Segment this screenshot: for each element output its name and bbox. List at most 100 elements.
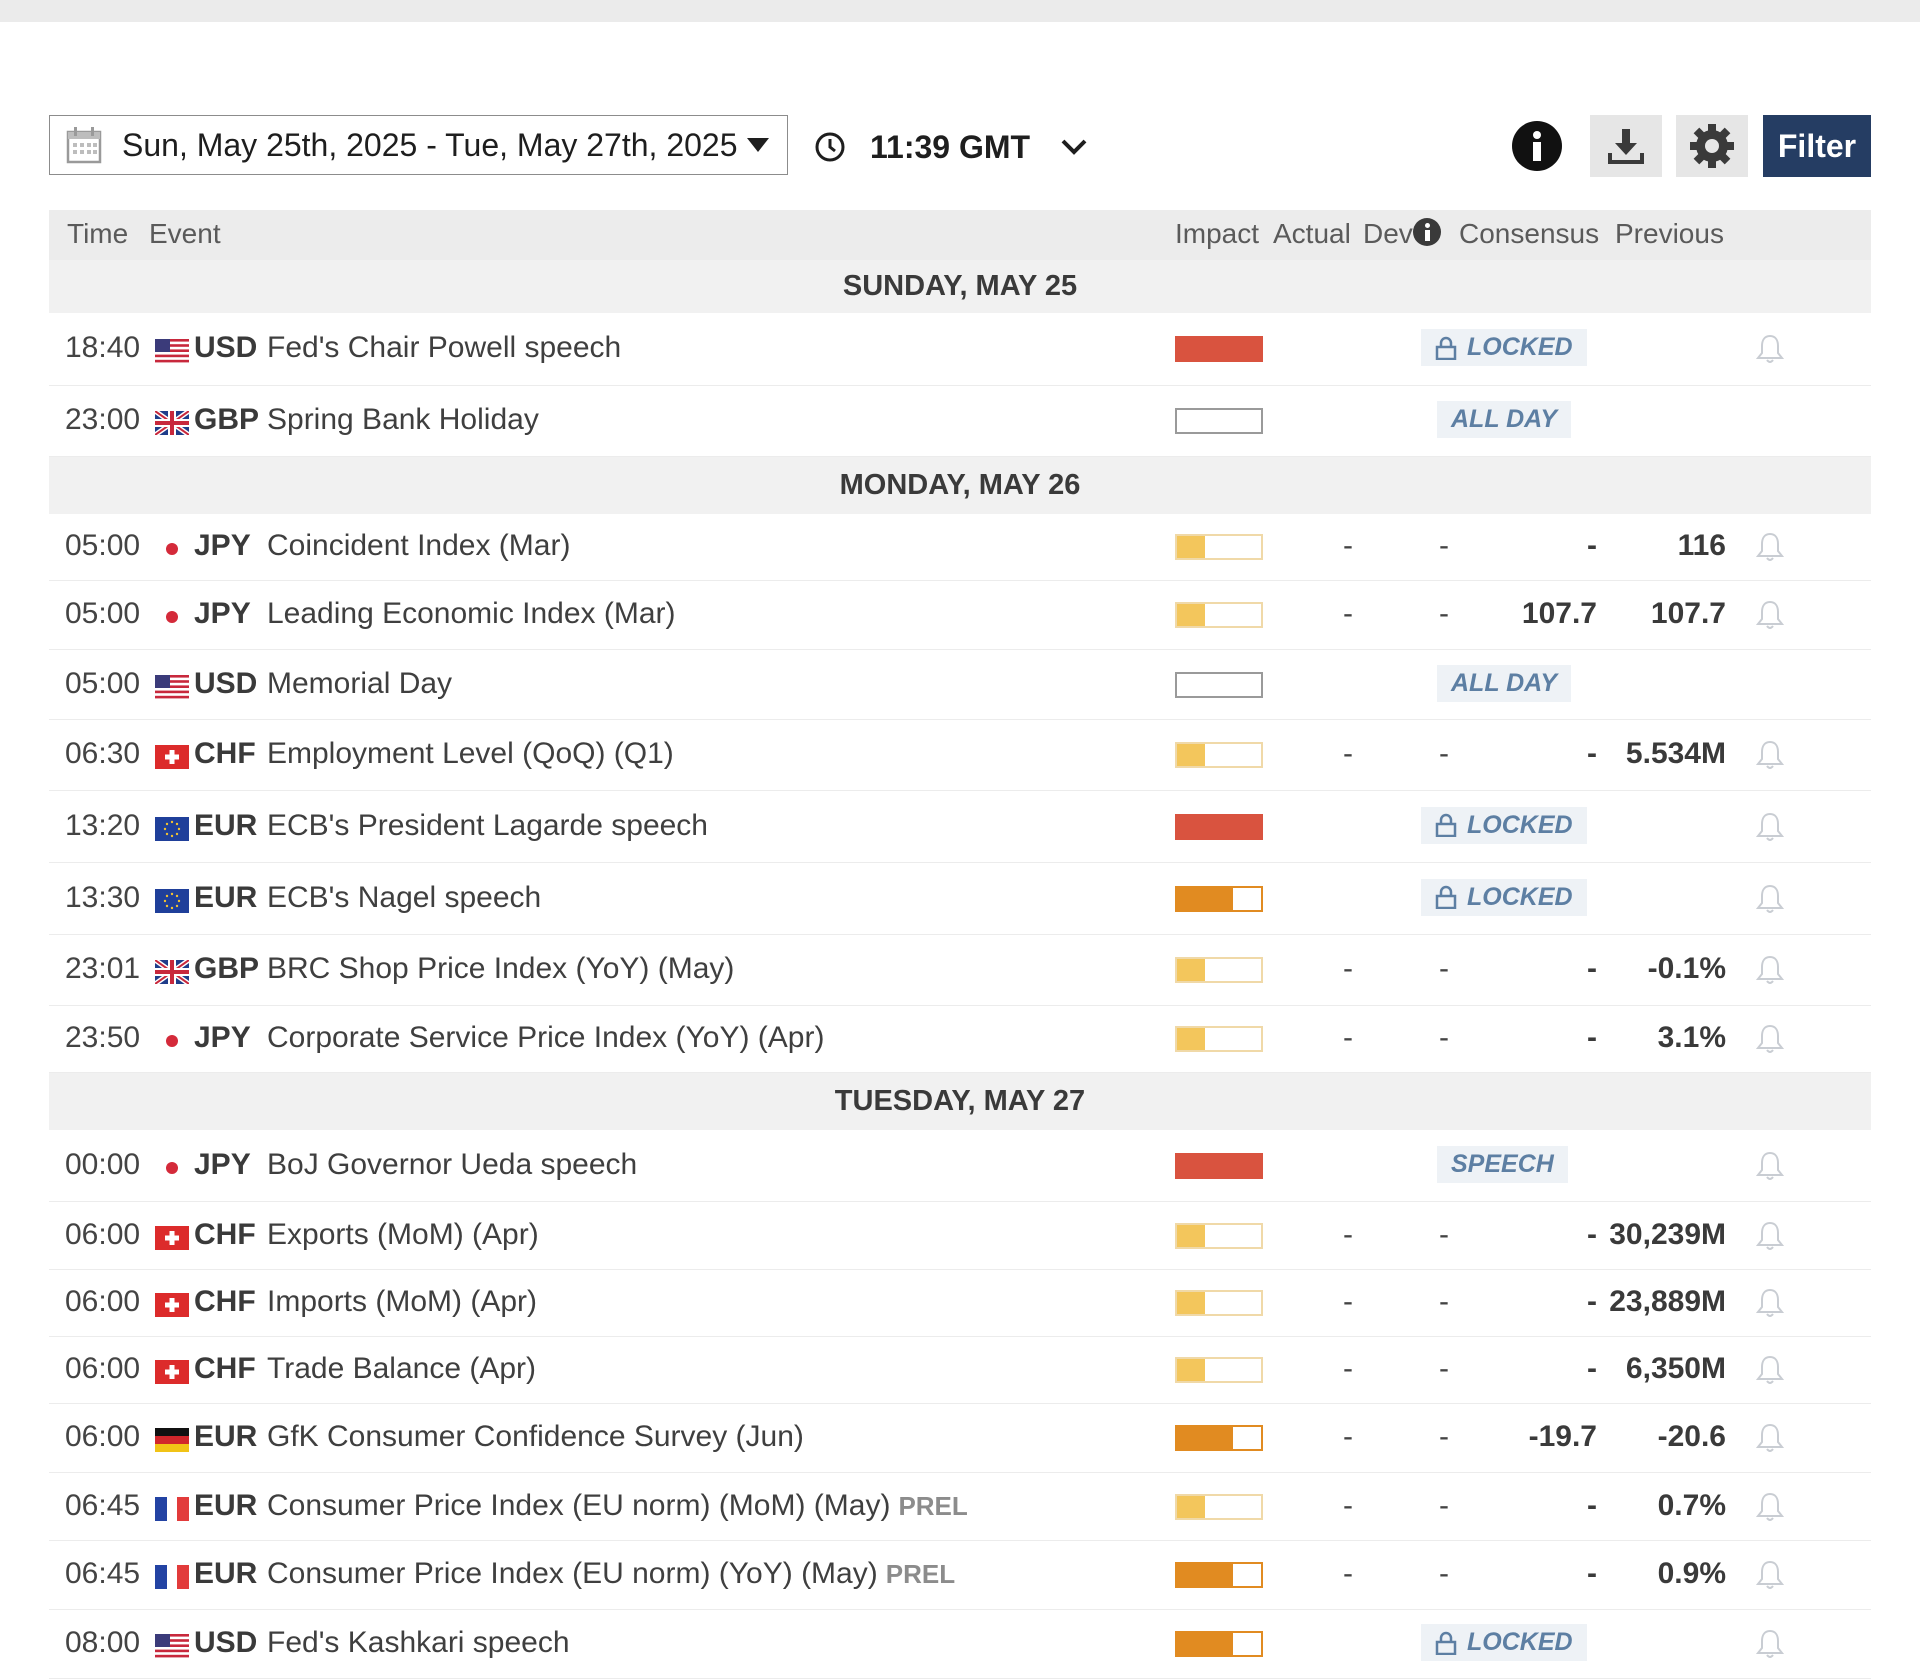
impact-indicator-low <box>1175 602 1263 628</box>
event-name[interactable]: ECB's Nagel speech <box>267 881 541 915</box>
table-row[interactable]: 23:00 GBP Spring Bank Holiday ALL DAY <box>49 386 1871 457</box>
table-row[interactable]: 06:45 EUR Consumer Price Index (EU norm) (… <box>49 1541 1871 1610</box>
dev-value: - <box>1439 1488 1449 1522</box>
bell-icon[interactable] <box>1755 811 1785 843</box>
event-time: 23:50 <box>65 1021 141 1054</box>
dev-value: - <box>1439 1352 1449 1385</box>
dev-value: - <box>1439 1420 1449 1453</box>
bell-icon[interactable] <box>1755 599 1785 631</box>
download-button[interactable] <box>1590 115 1662 177</box>
table-row[interactable]: 06:00 CHF Exports (MoM) (Apr) - - -30,239M <box>49 1202 1871 1270</box>
settings-button[interactable] <box>1676 115 1748 177</box>
info-icon[interactable] <box>1413 218 1441 246</box>
event-name[interactable]: ECB's President Lagarde speech <box>267 809 708 843</box>
table-row[interactable]: 05:00 JPY Leading Economic Index (Mar) - - 10… <box>49 581 1871 650</box>
us-flag <box>155 673 189 699</box>
event-currency: EUR <box>194 1557 258 1590</box>
table-row[interactable]: 13:30 EUR ECB's Nagel speech LOCKED <box>49 863 1871 935</box>
event-name[interactable]: Spring Bank Holiday <box>267 403 539 437</box>
event-name[interactable]: Fed's Kashkari speech <box>267 1626 570 1660</box>
event-name[interactable]: Employment Level (QoQ) (Q1) <box>267 737 674 771</box>
event-time: 06:45 <box>65 1557 141 1590</box>
event-name[interactable]: BRC Shop Price Index (YoY) (May) <box>267 952 734 986</box>
date-range-picker[interactable]: Sun, May 25th, 2025 - Tue, May 27th, 202… <box>49 115 788 175</box>
table-row[interactable]: 05:00 USD Memorial Day ALL DAY <box>49 650 1871 720</box>
bell-icon[interactable] <box>1755 1422 1785 1454</box>
locked-badge[interactable]: LOCKED <box>1421 878 1587 916</box>
dev-value: - <box>1439 597 1449 630</box>
bell-icon[interactable] <box>1755 883 1785 915</box>
event-name[interactable]: Leading Economic Index (Mar) <box>267 597 676 631</box>
table-row[interactable]: 23:01 GBP BRC Shop Price Index (YoY) (May)… <box>49 935 1871 1006</box>
bell-icon[interactable] <box>1755 1023 1785 1055</box>
bell-icon[interactable] <box>1755 1150 1785 1182</box>
table-row[interactable]: 00:00 JPY BoJ Governor Ueda speech SPEECH <box>49 1130 1871 1202</box>
bell-icon[interactable] <box>1755 531 1785 563</box>
event-time: 23:01 <box>65 952 141 985</box>
event-name[interactable]: Fed's Chair Powell speech <box>267 331 621 365</box>
impact-indicator-low <box>1175 957 1263 983</box>
event-time: 05:00 <box>65 666 141 700</box>
dev-value: - <box>1439 737 1449 770</box>
bell-icon[interactable] <box>1755 1287 1785 1319</box>
event-title: Employment Level (QoQ) (Q1) <box>267 737 674 770</box>
table-row[interactable]: 06:00 CHF Trade Balance (Apr) - - -6,350M <box>49 1337 1871 1404</box>
bell-icon[interactable] <box>1755 333 1785 365</box>
bell-icon[interactable] <box>1755 739 1785 771</box>
event-name[interactable]: Consumer Price Index (EU norm) (MoM) (Ma… <box>267 1489 968 1523</box>
bell-icon[interactable] <box>1755 1354 1785 1386</box>
actual-value: - <box>1343 1488 1353 1522</box>
event-name[interactable]: Trade Balance (Apr) <box>267 1352 536 1386</box>
table-row[interactable]: 06:45 EUR Consumer Price Index (EU norm) (… <box>49 1473 1871 1541</box>
event-name[interactable]: Coincident Index (Mar) <box>267 529 570 563</box>
table-row[interactable]: 13:20 EUR ECB's President Lagarde speech LO… <box>49 791 1871 863</box>
table-row[interactable]: 08:00 USD Fed's Kashkari speech LOCKED <box>49 1610 1871 1679</box>
table-row[interactable]: 23:50 JPY Corporate Service Price Index (Y… <box>49 1006 1871 1073</box>
calendar-icon <box>66 127 102 164</box>
previous-value: 3.1% <box>1657 1021 1726 1054</box>
header-event: Event <box>149 218 221 249</box>
table-row[interactable]: 06:00 EUR GfK Consumer Confidence Survey (… <box>49 1404 1871 1473</box>
event-name[interactable]: BoJ Governor Ueda speech <box>267 1148 637 1182</box>
locked-badge[interactable]: LOCKED <box>1421 1624 1587 1661</box>
event-name[interactable]: Corporate Service Price Index (YoY) (Apr… <box>267 1021 824 1055</box>
previous-value: 107.7 <box>1650 597 1726 630</box>
impact-indicator-medium <box>1175 885 1263 912</box>
ch-flag <box>155 743 189 769</box>
event-currency: CHF <box>194 1352 256 1385</box>
header-dev: Dev <box>1363 218 1413 249</box>
filter-button[interactable]: Filter <box>1763 115 1871 177</box>
event-currency: CHF <box>194 737 256 770</box>
locked-badge[interactable]: LOCKED <box>1421 329 1587 366</box>
fr-flag <box>155 1495 189 1521</box>
timezone-selector[interactable]: 11:39 GMT <box>814 122 1088 172</box>
dev-value: - <box>1439 1285 1449 1318</box>
table-row[interactable]: 05:00 JPY Coincident Index (Mar) - - - 116 <box>49 514 1871 581</box>
event-name[interactable]: Consumer Price Index (EU norm) (YoY) (Ma… <box>267 1557 955 1591</box>
consensus-value: 107.7 <box>1521 597 1597 630</box>
bell-icon[interactable] <box>1755 1559 1785 1591</box>
event-name[interactable]: GfK Consumer Confidence Survey (Jun) <box>267 1420 804 1454</box>
bell-icon[interactable] <box>1755 1628 1785 1660</box>
bell-icon[interactable] <box>1755 954 1785 986</box>
bell-icon[interactable] <box>1755 1220 1785 1252</box>
event-name[interactable]: Imports (MoM) (Apr) <box>267 1285 537 1319</box>
impact-indicator-low <box>1175 534 1263 560</box>
table-row[interactable]: 18:40 USD Fed's Chair Powell speech LOCKED <box>49 313 1871 386</box>
event-title: ECB's Nagel speech <box>267 880 542 914</box>
table-row[interactable]: 06:00 CHF Imports (MoM) (Apr) - - -23,889M <box>49 1270 1871 1337</box>
us-flag <box>155 337 189 363</box>
locked-badge[interactable]: LOCKED <box>1421 806 1587 844</box>
bell-icon[interactable] <box>1755 1491 1785 1523</box>
jp-flag <box>155 1027 189 1053</box>
table-row[interactable]: 06:30 CHF Employment Level (QoQ) (Q1) - - -5.… <box>49 720 1871 791</box>
impact-indicator-none <box>1175 408 1263 434</box>
info-icon[interactable] <box>1512 121 1562 171</box>
event-name[interactable]: Exports (MoM) (Apr) <box>267 1218 539 1252</box>
consensus-value: - <box>1587 529 1597 562</box>
previous-value: 0.9% <box>1657 1557 1726 1590</box>
event-name[interactable]: Memorial Day <box>267 667 452 701</box>
badge-label: LOCKED <box>1467 882 1573 911</box>
consensus-value: - <box>1587 1557 1597 1590</box>
economic-calendar-table: Time Event Impact Actual Dev Consensus P… <box>49 210 1871 1679</box>
